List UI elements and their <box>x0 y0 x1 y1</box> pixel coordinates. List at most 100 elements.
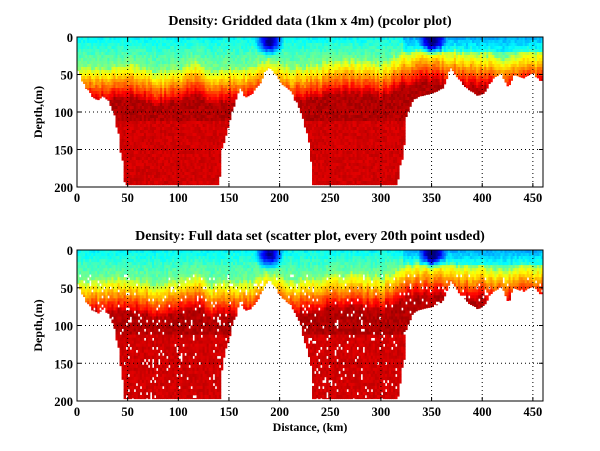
density-cell <box>147 106 151 110</box>
density-cell <box>139 55 143 59</box>
density-cell <box>137 46 141 50</box>
density-cell <box>137 169 141 173</box>
density-cell <box>186 151 189 155</box>
density-cell <box>164 88 167 92</box>
density-cell <box>121 160 124 161</box>
density-cell <box>184 133 187 137</box>
density-cell <box>156 85 159 89</box>
density-cell <box>212 154 216 158</box>
density-cell <box>149 142 153 146</box>
density-cell <box>133 172 137 176</box>
density-cell <box>186 46 189 50</box>
density-cell <box>206 166 210 170</box>
density-cell <box>125 145 129 149</box>
density-cell <box>105 79 108 83</box>
density-cell <box>151 52 155 56</box>
density-cell <box>117 130 120 134</box>
density-cell <box>123 172 127 176</box>
density-cell <box>186 148 189 152</box>
density-cell <box>127 166 131 170</box>
density-cell <box>204 151 208 155</box>
density-cell <box>174 109 177 113</box>
density-cell <box>91 61 94 65</box>
density-cell <box>135 91 139 95</box>
density-cell <box>99 43 102 47</box>
density-cell <box>153 37 157 41</box>
density-cell <box>87 70 90 74</box>
density-cell <box>113 49 116 53</box>
density-cell <box>178 79 181 83</box>
density-cell <box>188 64 191 68</box>
density-cell <box>107 52 110 56</box>
density-cell <box>147 67 151 71</box>
density-cell <box>145 94 149 98</box>
density-cell <box>178 142 181 146</box>
density-cell <box>190 175 193 179</box>
density-cell <box>186 76 189 80</box>
density-cell <box>170 124 173 128</box>
density-cell <box>162 124 165 128</box>
density-cell <box>83 79 86 83</box>
density-cell <box>202 40 206 44</box>
density-cell <box>164 127 167 131</box>
density-cell <box>139 79 143 83</box>
density-cell <box>107 91 110 95</box>
density-cell <box>212 121 216 125</box>
density-cell <box>107 70 110 74</box>
density-cell <box>186 175 189 179</box>
density-cell <box>180 61 183 65</box>
density-cell <box>156 121 159 125</box>
density-cell <box>153 172 157 176</box>
density-cell <box>222 61 226 65</box>
density-cell <box>105 43 108 47</box>
density-cell <box>168 46 171 50</box>
density-cell <box>190 133 193 137</box>
density-cell <box>186 64 189 68</box>
density-cell <box>117 100 120 104</box>
density-cell <box>103 94 106 98</box>
density-cell <box>89 52 92 56</box>
density-cell <box>194 67 197 71</box>
density-cell <box>220 40 224 44</box>
density-cell <box>170 169 173 173</box>
density-cell <box>172 58 175 62</box>
density-cell <box>178 181 181 185</box>
density-cell <box>186 91 189 95</box>
density-cell <box>168 64 171 68</box>
density-cell <box>210 76 214 80</box>
density-cell <box>210 70 214 74</box>
density-cell <box>166 130 169 134</box>
density-cell <box>125 61 129 65</box>
density-cell <box>190 52 193 56</box>
density-cell <box>137 76 141 80</box>
density-cell <box>145 46 149 50</box>
density-cell <box>235 94 238 98</box>
density-cell <box>168 124 171 128</box>
density-cell <box>131 37 135 41</box>
density-cell <box>121 40 124 44</box>
density-cell <box>119 124 122 128</box>
density-cell <box>170 160 173 164</box>
density-cell <box>139 145 143 149</box>
density-cell <box>151 67 155 71</box>
density-cell <box>160 112 163 116</box>
density-cell <box>210 163 214 167</box>
density-cell <box>222 94 226 98</box>
density-cell <box>156 130 159 134</box>
density-cell <box>186 61 189 65</box>
density-cell <box>119 151 122 153</box>
density-cell <box>212 166 216 170</box>
density-cell <box>129 58 133 62</box>
density-cell <box>206 79 210 83</box>
density-cell <box>153 178 157 182</box>
density-cell <box>87 46 90 50</box>
density-cell <box>143 46 147 50</box>
density-cell <box>186 55 189 59</box>
density-cell <box>186 115 189 119</box>
density-cell <box>153 58 157 62</box>
density-cell <box>188 76 191 80</box>
density-cell <box>208 142 212 146</box>
density-cell <box>153 133 157 137</box>
density-cell <box>166 73 169 77</box>
density-cell <box>212 106 216 110</box>
